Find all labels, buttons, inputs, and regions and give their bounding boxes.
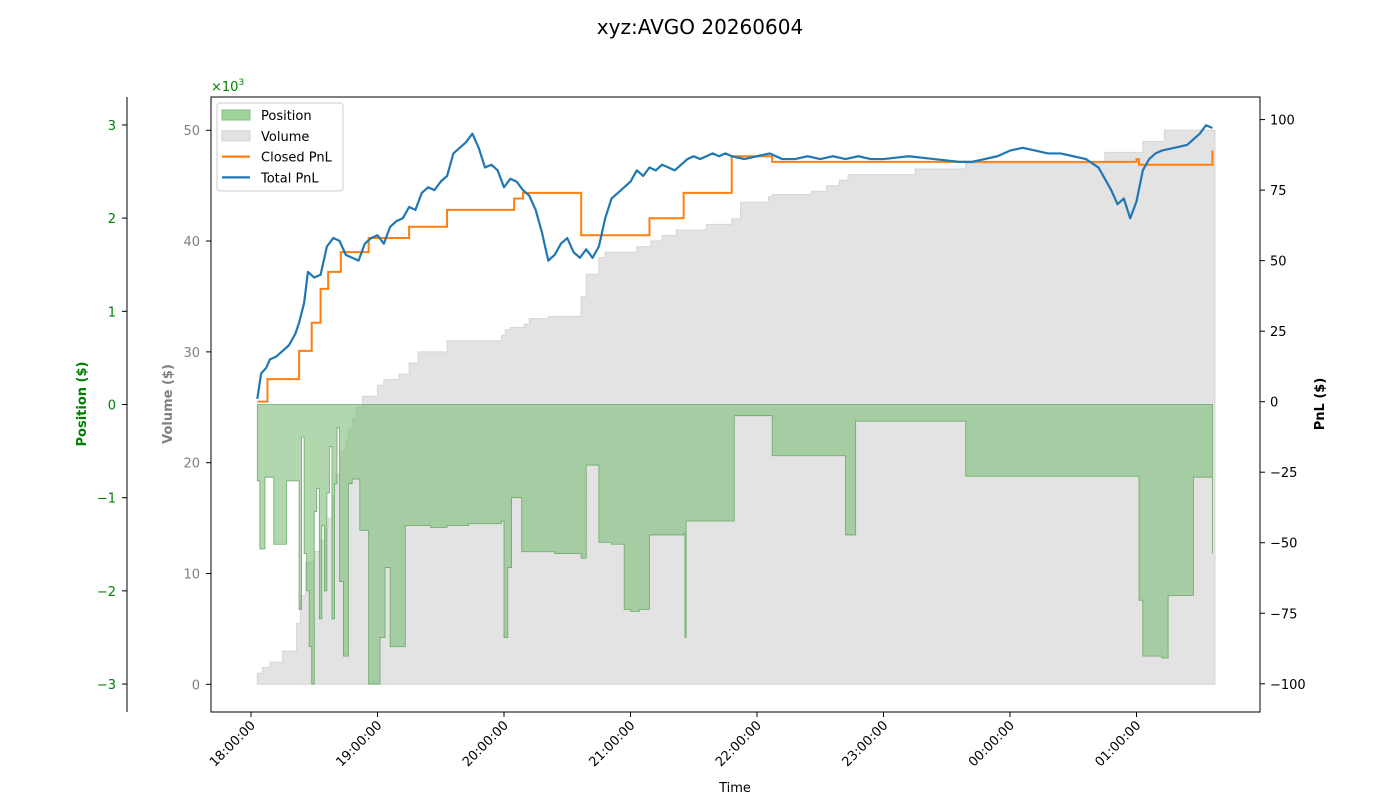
chart-title: xyz:AVGO 20260604 [597,15,803,39]
x-axis-label: Time [718,781,751,796]
closed-pnl-path [257,150,1214,403]
volume-multiplier: ×103 [211,78,244,95]
x-tick-label: 19:00:00 [333,718,385,770]
volume-tick-label: 0 [192,678,200,693]
volume-tick-label: 30 [183,346,200,361]
pnl-tick-label: 0 [1270,396,1278,411]
position-tick-label: −1 [97,492,116,507]
volume-axis: 50 40 30 20 10 0 [183,124,211,693]
position-area [256,404,1213,685]
volume-tick-label: 40 [183,235,200,250]
x-tick-label: 23:00:00 [839,718,891,770]
position-tick-label: 1 [108,305,116,320]
x-tick-label: 20:00:00 [460,718,512,770]
pnl-tick-label: −25 [1270,466,1297,481]
pnl-tick-label: 75 [1270,184,1287,199]
position-axis: 3 2 1 0 −1 −2 −3 [97,97,128,712]
total-pnl-path [256,124,1213,400]
legend-swatch [221,130,251,142]
plot-frame [210,96,1261,713]
legend-label: Closed PnL [261,151,333,166]
legend-label: Volume [261,130,309,145]
legend-label: Total PnL [260,171,319,186]
legend-swatch [221,109,251,121]
pnl-tick-label: 100 [1270,114,1295,129]
pnl-axis: 100 75 50 25 0 −25 −50 −75 −100 [1260,114,1306,693]
volume-tick-label: 10 [183,567,200,582]
legend-label: Position [261,109,312,124]
x-tick-label: 18:00:00 [207,718,259,770]
total-pnl-line [256,124,1213,400]
position-tick-label: 0 [108,399,116,414]
pnl-axis-label: PnL ($) [1313,378,1328,431]
volume-tick-label: 50 [183,124,200,139]
x-tick-label: 01:00:00 [1092,718,1144,770]
volume-axis-label: Volume ($) [161,364,176,444]
pnl-tick-label: 25 [1270,325,1287,340]
x-axis: 18:00:00 19:00:00 20:00:00 21:00:00 22:00:00… [207,712,1144,770]
closed-pnl-line [257,150,1214,403]
position-fill [256,404,1213,685]
volume-multiplier-base: ×10 [211,80,238,95]
position-tick-label: 2 [108,212,116,227]
pnl-tick-label: −100 [1270,678,1306,693]
x-tick-label: 22:00:00 [713,718,765,770]
volume-tick-label: 20 [183,457,200,472]
position-tick-label: −3 [97,678,116,693]
legend: Position Volume Closed PnL Total PnL [216,102,344,192]
pnl-tick-label: 50 [1270,255,1287,270]
pnl-tick-label: −50 [1270,537,1297,552]
volume-multiplier-exponent: 3 [238,78,244,88]
position-tick-label: −2 [97,585,116,600]
x-tick-label: 21:00:00 [586,718,638,770]
x-tick-label: 00:00:00 [966,718,1018,770]
position-tick-label: 3 [108,119,116,134]
pnl-tick-label: −75 [1270,607,1297,622]
position-axis-label: Position ($) [75,362,90,447]
legend-box [216,102,344,192]
